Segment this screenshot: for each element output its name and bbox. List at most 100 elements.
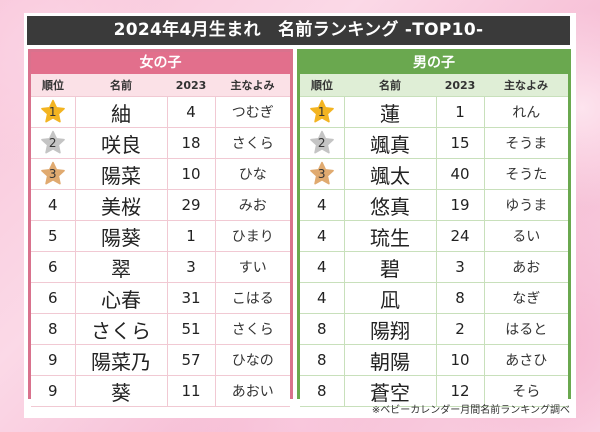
table-row: 4 琉生 24 るい (300, 220, 568, 252)
reading-cell: みお (214, 189, 290, 221)
name-cell: 咲良 (74, 127, 168, 159)
name-cell: 颯太 (343, 158, 437, 190)
table-row: 4 碧 3 あお (300, 251, 568, 283)
name-cell: 陽翔 (343, 313, 437, 345)
rank-number: 1 (317, 105, 326, 119)
bronze-star-icon: 3 (309, 161, 335, 187)
name-cell: 悠真 (343, 189, 437, 221)
table-row: 3 陽菜 10 ひな (31, 158, 290, 190)
table-row: 8 陽翔 2 はると (300, 313, 568, 345)
reading-cell: そうま (483, 127, 568, 159)
rank-number: 3 (48, 167, 57, 181)
table-row: 2 咲良 18 さくら (31, 127, 290, 159)
table-row: 2 颯真 15 そうま (300, 127, 568, 159)
rank-cell: 8 (300, 344, 345, 376)
reading-cell: ゆうま (483, 189, 568, 221)
gold-star-icon: 1 (309, 99, 335, 125)
rank-number: 2 (48, 136, 57, 150)
rank-number: 2 (317, 136, 326, 150)
name-cell: 蒼空 (343, 375, 437, 407)
name-cell: 葵 (74, 375, 168, 407)
reading-cell: あおい (214, 375, 290, 407)
table-row: 9 葵 11 あおい (31, 375, 290, 407)
reading-cell: るい (483, 220, 568, 252)
prev-year-rank-cell: 4 (166, 96, 216, 128)
reading-cell: つむぎ (214, 96, 290, 128)
reading-cell: さくら (214, 313, 290, 345)
table-row: 6 心春 31 こはる (31, 282, 290, 314)
table-row: 4 悠真 19 ゆうま (300, 189, 568, 221)
reading-cell: はると (483, 313, 568, 345)
prev-year-rank-cell: 3 (435, 251, 485, 283)
col-rank: 順位 (31, 74, 75, 97)
prev-year-rank-cell: 40 (435, 158, 485, 190)
prev-year-rank-cell: 18 (166, 127, 216, 159)
table-row: 3 颯太 40 そうた (300, 158, 568, 190)
rank-cell: 4 (300, 251, 345, 283)
col-name: 名前 (75, 74, 167, 97)
prev-year-rank-cell: 3 (166, 251, 216, 283)
name-cell: 陽菜乃 (74, 344, 168, 376)
name-cell: 凪 (343, 282, 437, 314)
prev-year-rank-cell: 19 (435, 189, 485, 221)
col-prev-year: 2023 (436, 74, 484, 97)
reading-cell: ひまり (214, 220, 290, 252)
col-prev-year: 2023 (167, 74, 215, 97)
table-row: 8 さくら 51 さくら (31, 313, 290, 345)
rank-cell: 9 (31, 375, 76, 407)
name-cell: 翠 (74, 251, 168, 283)
name-cell: 碧 (343, 251, 437, 283)
rank-cell: 3 (31, 158, 76, 190)
table-row: 4 凪 8 なぎ (300, 282, 568, 314)
table-header-row: 順位 名前 2023 主なよみ (31, 74, 290, 97)
rank-cell: 3 (300, 158, 345, 190)
girls-header: 女の子 (31, 52, 290, 74)
name-cell: 紬 (74, 96, 168, 128)
reading-cell: ひな (214, 158, 290, 190)
prev-year-rank-cell: 10 (166, 158, 216, 190)
rank-cell: 4 (31, 189, 76, 221)
rank-cell: 2 (300, 127, 345, 159)
table-row: 1 蓮 1 れん (300, 96, 568, 128)
rank-cell: 6 (31, 282, 76, 314)
prev-year-rank-cell: 1 (435, 96, 485, 128)
prev-year-rank-cell: 24 (435, 220, 485, 252)
name-cell: 蓮 (343, 96, 437, 128)
rank-cell: 8 (31, 313, 76, 345)
name-cell: 朝陽 (343, 344, 437, 376)
boys-table: 順位 名前 2023 主なよみ 1 蓮 1 れん 2 颯真 15 そうま 3 颯太 40 そうた 4 悠真… (300, 74, 568, 407)
prev-year-rank-cell: 8 (435, 282, 485, 314)
rank-number: 1 (48, 105, 57, 119)
table-header-row: 順位 名前 2023 主なよみ (300, 74, 568, 97)
boys-panel: 男の子 順位 名前 2023 主なよみ 1 蓮 1 れん 2 颯真 15 そうま 3 颯太 40 そう… (297, 49, 571, 407)
prev-year-rank-cell: 12 (435, 375, 485, 407)
table-row: 8 蒼空 12 そら (300, 375, 568, 407)
page-title: 2024年4月生まれ 名前ランキング -TOP10- (27, 16, 570, 45)
prev-year-rank-cell: 15 (435, 127, 485, 159)
reading-cell: さくら (214, 127, 290, 159)
rank-cell: 8 (300, 375, 345, 407)
boys-header: 男の子 (300, 52, 568, 74)
reading-cell: あさひ (483, 344, 568, 376)
silver-star-icon: 2 (309, 130, 335, 156)
reading-cell: ひなの (214, 344, 290, 376)
reading-cell: そら (483, 375, 568, 407)
table-row: 5 陽葵 1 ひまり (31, 220, 290, 252)
name-cell: 琉生 (343, 220, 437, 252)
col-reading: 主なよみ (484, 74, 568, 97)
rank-cell: 4 (300, 189, 345, 221)
prev-year-rank-cell: 31 (166, 282, 216, 314)
table-row: 9 陽菜乃 57 ひなの (31, 344, 290, 376)
name-cell: 陽葵 (74, 220, 168, 252)
prev-year-rank-cell: 1 (166, 220, 216, 252)
bronze-star-icon: 3 (40, 161, 66, 187)
rank-cell: 4 (300, 220, 345, 252)
rank-cell: 1 (31, 96, 76, 128)
rank-number: 3 (317, 167, 326, 181)
rank-cell: 4 (300, 282, 345, 314)
table-row: 4 美桜 29 みお (31, 189, 290, 221)
girls-table: 順位 名前 2023 主なよみ 1 紬 4 つむぎ 2 咲良 18 さくら 3 陽菜 10 ひな 4 美桜… (31, 74, 290, 407)
prev-year-rank-cell: 57 (166, 344, 216, 376)
prev-year-rank-cell: 11 (166, 375, 216, 407)
prev-year-rank-cell: 10 (435, 344, 485, 376)
